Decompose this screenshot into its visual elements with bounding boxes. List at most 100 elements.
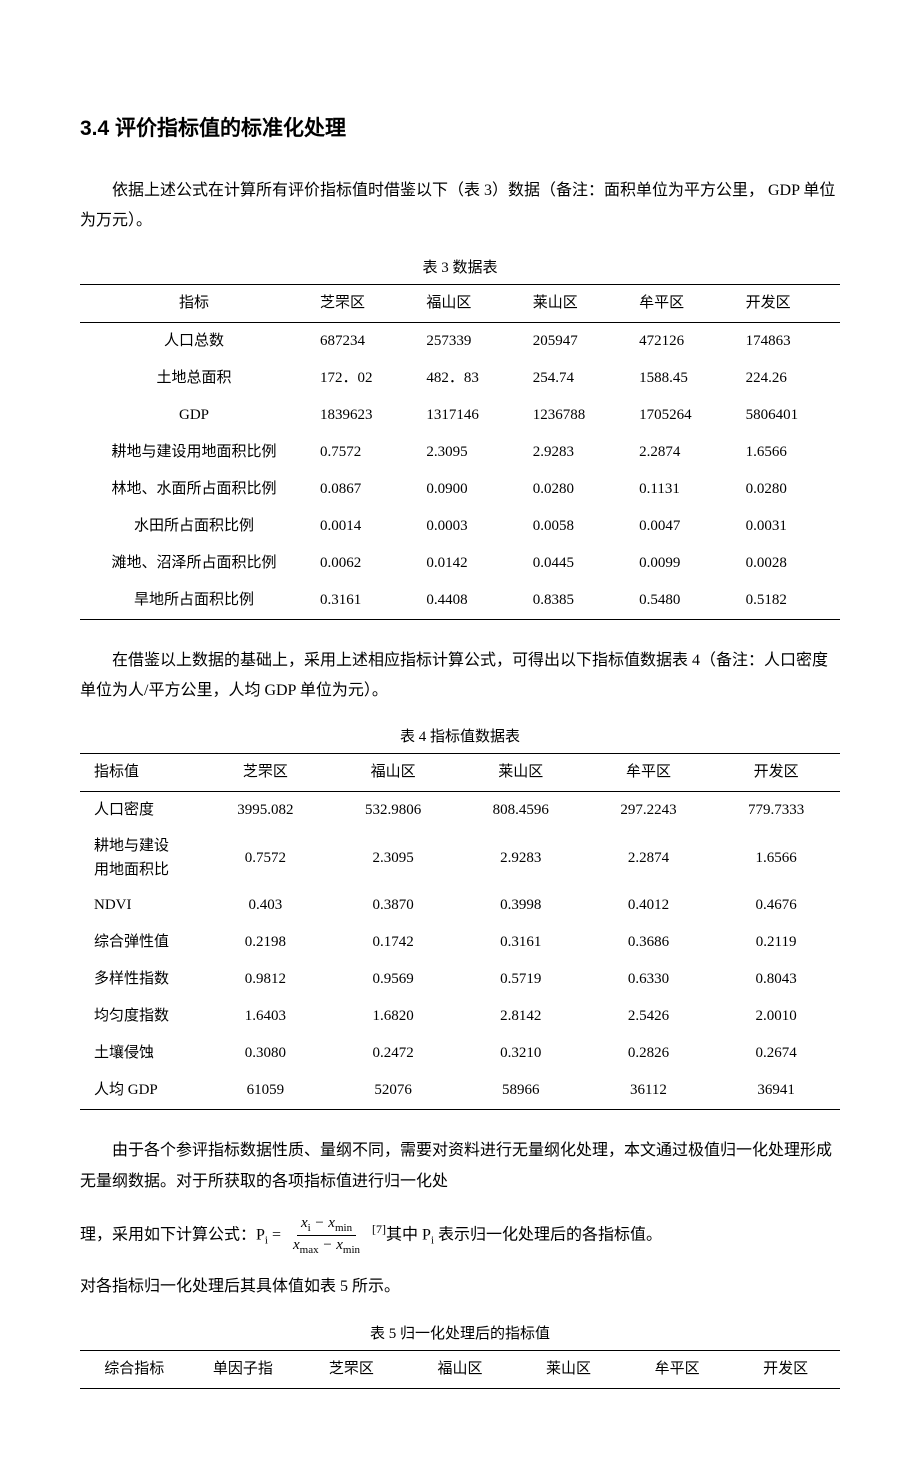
table-cell: 58966 [457, 1072, 585, 1110]
table-cell: 172．02 [308, 360, 414, 397]
table-cell: 0.0031 [734, 508, 840, 545]
table-cell: 779.7333 [712, 792, 840, 830]
table-cell: 2.2874 [627, 434, 733, 471]
table-cell: 1.6820 [329, 998, 457, 1035]
formula-text-pre: 理，采用如下计算公式：P [80, 1226, 265, 1243]
table-row: 土地总面积172．02482．83254.741588.45224.26 [80, 360, 840, 397]
table3-caption: 表 3 数据表 [80, 255, 840, 282]
table-cell: 0.4408 [414, 582, 520, 620]
table-cell: GDP [80, 397, 308, 434]
table-cell: 0.5480 [627, 582, 733, 620]
table-row: 综合弹性值0.21980.17420.31610.36860.2119 [80, 924, 840, 961]
table-row: 土壤侵蚀0.30800.24720.32100.28260.2674 [80, 1035, 840, 1072]
table-cell: 257339 [414, 322, 520, 360]
table-cell: 1236788 [521, 397, 627, 434]
table-cell: 687234 [308, 322, 414, 360]
table5-header-cell: 福山区 [406, 1350, 515, 1388]
table-cell: 0.0867 [308, 471, 414, 508]
table-cell: 0.5719 [457, 961, 585, 998]
formula-equals: = [272, 1226, 285, 1243]
table-cell: 0.0280 [734, 471, 840, 508]
table-cell: 0.0900 [414, 471, 520, 508]
table-cell: 532.9806 [329, 792, 457, 830]
table-cell: NDVI [80, 887, 202, 924]
table-row: 旱地所占面积比例0.31610.44080.83850.54800.5182 [80, 582, 840, 620]
table-cell: 多样性指数 [80, 961, 202, 998]
table-cell: 0.3870 [329, 887, 457, 924]
table-cell: 0.7572 [308, 434, 414, 471]
table4-header-cell: 芝罘区 [202, 754, 330, 792]
table-cell: 0.3161 [457, 924, 585, 961]
table5-header-cell: 牟平区 [623, 1350, 732, 1388]
table-cell: 土地总面积 [80, 360, 308, 397]
table-cell: 0.0280 [521, 471, 627, 508]
table-cell: 1588.45 [627, 360, 733, 397]
table5-header-cell: 芝罘区 [297, 1350, 406, 1388]
table-cell: 0.3080 [202, 1035, 330, 1072]
table-cell: 472126 [627, 322, 733, 360]
table5-normalized-values: 综合指标 单因子指 芝罘区 福山区 莱山区 牟平区 开发区 [80, 1350, 840, 1389]
table-cell: 224.26 [734, 360, 840, 397]
normalization-formula: xi − xmin xmax − xmin [289, 1215, 364, 1256]
table-row: 人口密度3995.082532.9806808.4596297.2243779.… [80, 792, 840, 830]
table-cell: 0.2674 [712, 1035, 840, 1072]
table-row: 耕地与建设用地面积比例0.75722.30952.92832.28741.656… [80, 434, 840, 471]
table5-header-cell: 综合指标 [80, 1350, 189, 1388]
table-cell: 0.0003 [414, 508, 520, 545]
table3-data: 指标 芝罘区 福山区 莱山区 牟平区 开发区 人口总数6872342573392… [80, 284, 840, 620]
table-cell: 0.0058 [521, 508, 627, 545]
formula-paragraph: 理，采用如下计算公式：Pi = xi − xmin xmax − xmin [7… [80, 1215, 840, 1256]
table-cell: 0.2198 [202, 924, 330, 961]
table3-header-cell: 福山区 [414, 284, 520, 322]
table-cell: 0.2119 [712, 924, 840, 961]
table-cell: 0.0099 [627, 545, 733, 582]
table-cell: 土壤侵蚀 [80, 1035, 202, 1072]
table3-header-cell: 芝罘区 [308, 284, 414, 322]
table-cell: 1.6566 [734, 434, 840, 471]
fraction-denominator: xmax − xmin [289, 1236, 364, 1256]
table-cell: 旱地所占面积比例 [80, 582, 308, 620]
table-cell: 耕地与建设用地面积比 [80, 829, 202, 887]
table-row: 滩地、沼泽所占面积比例0.00620.01420.04450.00990.002… [80, 545, 840, 582]
table4-header-cell: 牟平区 [585, 754, 713, 792]
table-cell: 36941 [712, 1072, 840, 1110]
table-cell: 0.3686 [585, 924, 713, 961]
table3-header-cell: 莱山区 [521, 284, 627, 322]
table-cell: 2.8142 [457, 998, 585, 1035]
table-cell: 52076 [329, 1072, 457, 1110]
paragraph-2: 在借鉴以上数据的基础上，采用上述相应指标计算公式，可得出以下指标值数据表 4（备… [80, 646, 840, 707]
table-cell: 0.8043 [712, 961, 840, 998]
table-cell: 2.3095 [329, 829, 457, 887]
table-row: NDVI0.4030.38700.39980.40120.4676 [80, 887, 840, 924]
reference-7: [7] [372, 1222, 386, 1236]
table-cell: 0.0047 [627, 508, 733, 545]
table5-header-cell: 莱山区 [514, 1350, 623, 1388]
table-cell: 2.9283 [457, 829, 585, 887]
table-row: 多样性指数0.98120.95690.57190.63300.8043 [80, 961, 840, 998]
table-cell: 482．83 [414, 360, 520, 397]
table-cell: 均匀度指数 [80, 998, 202, 1035]
table-cell: 0.1742 [329, 924, 457, 961]
table-row: 人均 GDP6105952076589663611236941 [80, 1072, 840, 1110]
table-row: 均匀度指数1.64031.68202.81422.54262.0010 [80, 998, 840, 1035]
table-cell: 0.0014 [308, 508, 414, 545]
formula-text-post: 表示归一化处理后的各指标值。 [434, 1226, 662, 1243]
table-cell: 耕地与建设用地面积比例 [80, 434, 308, 471]
table-cell: 0.4676 [712, 887, 840, 924]
table-cell: 205947 [521, 322, 627, 360]
paragraph-intro: 依据上述公式在计算所有评价指标值时借鉴以下（表 3）数据（备注：面积单位为平方公… [80, 176, 840, 237]
table-cell: 滩地、沼泽所占面积比例 [80, 545, 308, 582]
table-cell: 2.3095 [414, 434, 520, 471]
table3-header-cell: 牟平区 [627, 284, 733, 322]
section-heading: 3.4 评价指标值的标准化处理 [80, 110, 840, 148]
table-row: 人口总数687234257339205947472126174863 [80, 322, 840, 360]
table-cell: 61059 [202, 1072, 330, 1110]
table-cell: 297.2243 [585, 792, 713, 830]
table-cell: 1839623 [308, 397, 414, 434]
table5-caption: 表 5 归一化处理后的指标值 [80, 1321, 840, 1348]
paragraph-3c: 对各指标归一化处理后其具体值如表 5 所示。 [80, 1272, 840, 1302]
table4-header-cell: 开发区 [712, 754, 840, 792]
table-cell: 0.4012 [585, 887, 713, 924]
table-cell: 1317146 [414, 397, 520, 434]
table-cell: 0.2472 [329, 1035, 457, 1072]
